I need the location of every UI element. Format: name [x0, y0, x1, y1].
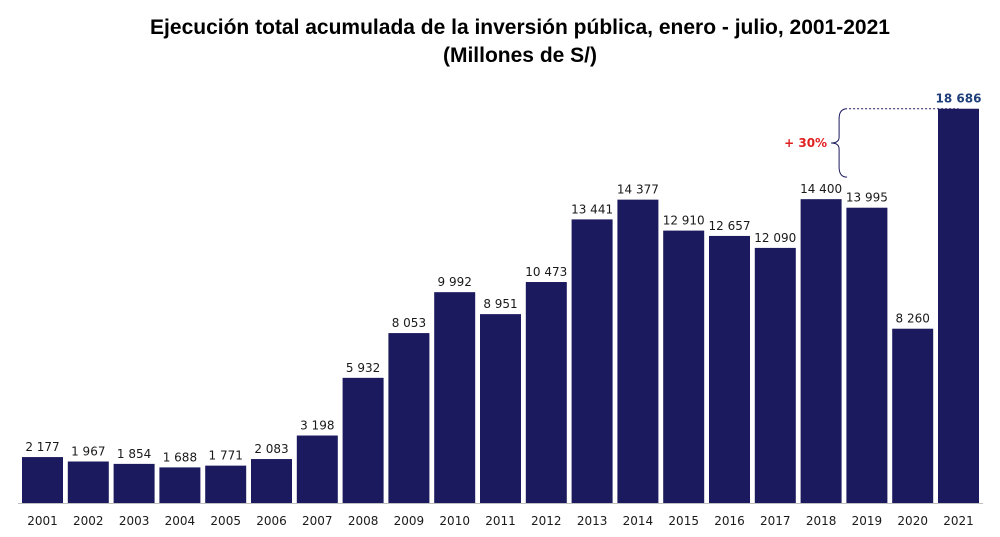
value-label-2018: 14 400: [800, 182, 842, 196]
x-tick-label-2001: 2001: [27, 514, 58, 528]
x-tick-label-2010: 2010: [439, 514, 470, 528]
bar-2003: [113, 463, 155, 503]
bar-2006: [251, 459, 292, 503]
x-tick-label-2004: 2004: [165, 514, 196, 528]
x-tick-label-2021: 2021: [943, 514, 974, 528]
value-label-2013: 13 441: [571, 202, 613, 216]
x-tick-label-2016: 2016: [714, 514, 745, 528]
x-tick-label-2012: 2012: [531, 514, 562, 528]
value-label-2005: 1 771: [209, 449, 243, 463]
bars-group: [22, 108, 979, 503]
x-tick-label-2017: 2017: [760, 514, 791, 528]
x-tick-label-2005: 2005: [210, 514, 241, 528]
x-tick-label-2014: 2014: [623, 514, 654, 528]
bar-2017: [754, 247, 796, 503]
bar-2015: [663, 230, 705, 503]
x-axis-tick-labels: 2001 2002 2003 2004 2005 2006 2007 2008 2009 2010…: [27, 514, 974, 528]
value-label-2020: 8 260: [896, 312, 930, 326]
x-tick-label-2018: 2018: [806, 514, 837, 528]
value-label-2004: 1 688: [163, 450, 197, 464]
x-tick-label-2008: 2008: [348, 514, 379, 528]
bar-2008: [342, 377, 384, 503]
value-label-2017: 12 090: [754, 231, 796, 245]
value-label-2015: 12 910: [663, 214, 705, 228]
bar-2009: [388, 333, 430, 503]
x-tick-label-2007: 2007: [302, 514, 333, 528]
chart-title-block: Ejecución total acumulada de la inversió…: [0, 14, 1000, 70]
chart-subtitle: (Millones de S/): [442, 44, 597, 67]
bar-2005: [205, 465, 247, 503]
value-label-2016: 12 657: [709, 219, 751, 233]
value-label-2008: 5 932: [346, 361, 380, 375]
bar-2019: [846, 207, 888, 503]
annotation-label: + 30%: [784, 136, 827, 150]
value-label-2003: 1 854: [117, 447, 151, 461]
value-label-2006: 2 083: [254, 442, 288, 456]
x-tick-label-2020: 2020: [897, 514, 928, 528]
value-label-2007: 3 198: [300, 419, 334, 433]
value-label-2002: 1 967: [71, 444, 105, 458]
bar-2014: [617, 199, 659, 503]
bar-2021: [938, 108, 979, 503]
x-tick-label-2013: 2013: [577, 514, 608, 528]
x-tick-label-2015: 2015: [668, 514, 699, 528]
bar-2004: [159, 467, 201, 503]
bar-2016: [709, 235, 750, 503]
value-label-2001: 2 177: [25, 440, 59, 454]
value-label-2021: 18 686: [936, 92, 982, 106]
bar-2007: [296, 435, 338, 503]
value-label-2019: 13 995: [846, 191, 888, 205]
value-label-2009: 8 053: [392, 316, 426, 330]
x-tick-label-2003: 2003: [119, 514, 150, 528]
annotation-brace: [831, 108, 848, 178]
x-tick-label-2002: 2002: [73, 514, 104, 528]
growth-annotation: + 30%: [784, 108, 959, 178]
x-tick-label-2009: 2009: [394, 514, 425, 528]
bar-2013: [571, 219, 613, 503]
bar-2012: [525, 282, 567, 503]
value-labels-group: 2 177 1 967 1 854 1 688 1 771 2 083 3 198 5 932…: [25, 92, 981, 465]
bar-2001: [22, 457, 63, 503]
value-label-2012: 10 473: [525, 265, 567, 279]
value-label-2010: 9 992: [438, 275, 472, 289]
bar-2002: [67, 461, 109, 503]
bar-2020: [892, 328, 934, 503]
value-label-2014: 14 377: [617, 183, 659, 197]
bar-2018: [800, 199, 842, 503]
x-tick-label-2011: 2011: [485, 514, 516, 528]
value-label-2011: 8 951: [483, 297, 517, 311]
chart-title: Ejecución total acumulada de la inversió…: [150, 16, 890, 39]
x-tick-label-2006: 2006: [256, 514, 287, 528]
bar-2010: [434, 292, 476, 503]
x-tick-label-2019: 2019: [852, 514, 883, 528]
bar-2011: [480, 314, 521, 503]
